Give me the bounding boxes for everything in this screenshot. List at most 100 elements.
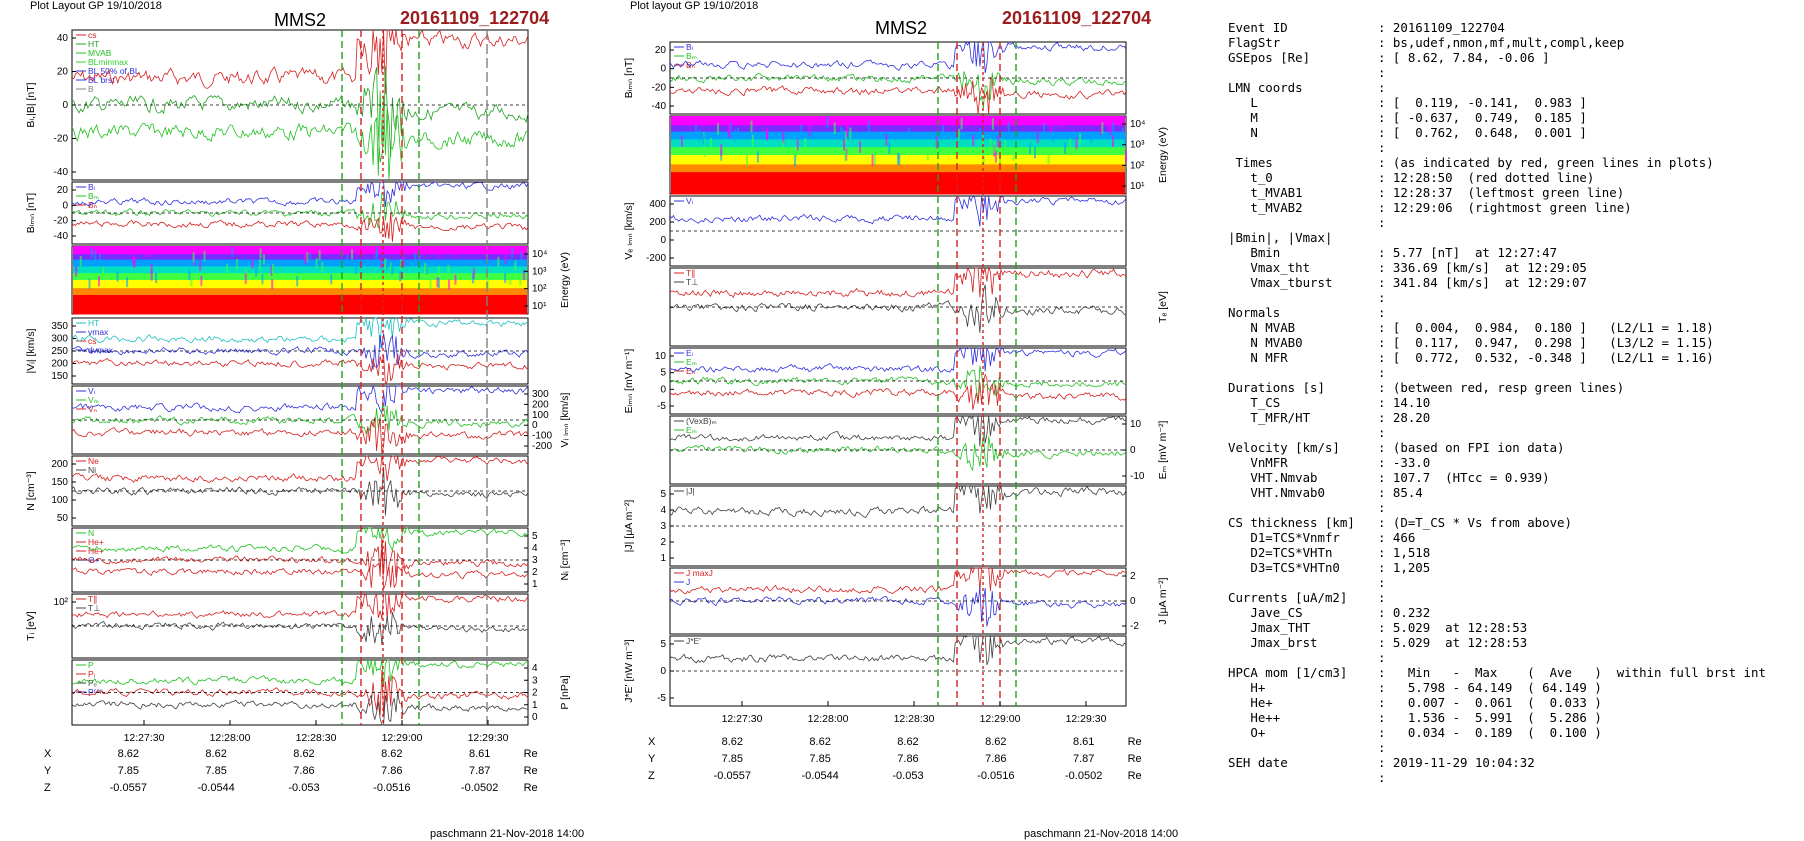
x-tick-label: 12:29:00 <box>382 732 423 744</box>
spectrogram-speck <box>1061 117 1064 129</box>
legend-label: T⊥ <box>686 277 699 287</box>
y-tick-label: 0 <box>660 384 666 395</box>
series-line <box>669 284 1127 334</box>
series-line <box>669 71 1127 109</box>
info-value: : [ 0.762, 0.648, 0.001 ] <box>1378 125 1587 140</box>
spectrogram-speck <box>116 271 119 282</box>
spectrogram-speck <box>258 259 261 270</box>
spectrogram-speck <box>942 124 945 137</box>
spectrogram-speck <box>979 127 982 140</box>
spectrogram-speck <box>375 251 378 262</box>
eph-cell: -0.053 <box>288 781 320 794</box>
x-tick-label: 12:27:30 <box>722 713 763 725</box>
spectrogram-speck <box>380 258 383 269</box>
spectrogram-speck <box>993 141 996 154</box>
spectrogram-speck <box>199 260 202 271</box>
info-row: Event ID: 20161109_122704 <box>1228 20 1766 35</box>
y-tick-label: 100 <box>532 410 549 421</box>
y-tick-label: 300 <box>532 389 549 400</box>
panel-em: 10 0 -10 Eₘ [mV m⁻²] (VexB)ₘEₘ <box>669 414 1169 485</box>
info-value: : <box>1378 290 1386 305</box>
info-value: : <box>1378 215 1386 230</box>
info-key: Bmin <box>1228 245 1281 260</box>
y-tick-label: 150 <box>51 477 68 488</box>
spectrogram-speck <box>728 126 731 138</box>
info-row: L: [ 0.119, -0.141, 0.983 ] <box>1228 95 1766 110</box>
info-value: : <box>1378 305 1386 320</box>
legend-label: J*E' <box>686 636 701 646</box>
info-value: : 0.034 - 0.189 ( 0.100 ) <box>1378 725 1602 740</box>
series-line <box>669 435 1127 472</box>
y-tick-label: -2 <box>1130 621 1139 632</box>
x-tick-label: 12:28:00 <box>808 713 849 725</box>
y-axis-label: Eₗₘₙ [mV m⁻¹] <box>623 349 635 414</box>
info-key <box>1228 290 1378 305</box>
spectrogram-speck <box>296 276 299 287</box>
info-key: VHT.Nmvab0 <box>1228 485 1325 500</box>
info-key: N <box>1228 125 1258 140</box>
spectrogram-speck <box>907 127 910 140</box>
spectrogram-speck <box>849 127 852 140</box>
spectrogram-speck <box>306 251 309 263</box>
legend-label: dvmax <box>88 345 114 355</box>
info-row: : <box>1228 140 1766 155</box>
y-tick-label: 1 <box>532 700 538 711</box>
spectrogram-band <box>671 116 1125 126</box>
info-row: : <box>1228 650 1766 665</box>
info-row: SEH date: 2019-11-29 10:04:32 <box>1228 755 1766 770</box>
info-value: : 5.029 at 12:28:53 <box>1378 635 1528 650</box>
eph-cell: 8.62 <box>809 735 831 748</box>
series-line <box>669 373 1127 410</box>
info-value: : -33.0 <box>1378 455 1431 470</box>
info-key: Velocity [km/s] <box>1228 440 1340 455</box>
spectrogram-speck <box>1079 133 1082 145</box>
legend-label: T⊥ <box>88 603 101 613</box>
y-tick-label: 150 <box>51 371 68 382</box>
legend-label: Bₘ <box>88 191 100 201</box>
info-value: : <box>1378 740 1386 755</box>
info-row: t_0: 12:28:50 (red dotted line) <box>1228 170 1766 185</box>
eph-cell: 8.62 <box>721 735 743 748</box>
spectrogram-speck <box>511 247 514 258</box>
info-key: Jmax_brst <box>1228 635 1318 650</box>
info-key: N MVAB0 <box>1228 335 1303 350</box>
spectrogram-speck <box>1107 116 1110 128</box>
y-axis-label: Tᵢ [eV] <box>25 611 37 641</box>
spectrogram-speck <box>1064 142 1067 154</box>
info-value: : 1.536 - 5.991 ( 5.286 ) <box>1378 710 1602 725</box>
info-key: HPCA mom [1/cm3] <box>1228 665 1348 680</box>
info-row: GSEpos [Re]: [ 8.62, 7.84, -0.06 ] <box>1228 50 1766 65</box>
y-tick-label: 40 <box>57 33 69 44</box>
info-value: : 5.029 at 12:28:53 <box>1378 620 1528 635</box>
y-tick-label: -20 <box>54 134 69 145</box>
x-tick-label: 12:28:00 <box>210 732 251 744</box>
spectrogram-band <box>671 139 1125 148</box>
legend-label: |J| <box>686 486 695 496</box>
spectrogram-speck <box>989 138 992 151</box>
spectrogram-speck <box>680 135 683 148</box>
spectrogram-speck <box>425 264 428 275</box>
middle-footer: paschmann 21-Nov-2018 14:00 <box>1024 828 1179 840</box>
info-key: Normals <box>1228 305 1281 320</box>
y-tick-label: -100 <box>532 431 552 442</box>
x-tick-label: 12:29:30 <box>468 732 509 744</box>
eph-label: Y <box>648 752 656 765</box>
panel-te: Tₑ [eV] T∥T⊥ <box>669 266 1169 347</box>
info-value: : (D=T_CS * Vs from above) <box>1378 515 1572 530</box>
spectrogram-speck <box>309 253 312 264</box>
info-key <box>1228 770 1378 785</box>
legend-label: BL 50% of BL <box>88 66 140 76</box>
spectrogram-speck <box>447 264 450 275</box>
info-value: : 341.84 [km/s] at 12:29:07 <box>1378 275 1587 290</box>
eph-cell: 8.62 <box>293 747 315 760</box>
y-tick-label: 4 <box>532 663 538 674</box>
spectrogram-speck <box>414 252 417 263</box>
y-tick-label: -40 <box>54 231 69 242</box>
info-value: : 12:28:50 (red dotted line) <box>1378 170 1595 185</box>
series-line <box>71 384 529 415</box>
info-row: Times: (as indicated by red, green lines… <box>1228 155 1766 170</box>
series-line <box>669 586 1127 627</box>
series-line <box>669 266 1126 299</box>
info-row: Durations [s]: (between red, resp green … <box>1228 380 1766 395</box>
